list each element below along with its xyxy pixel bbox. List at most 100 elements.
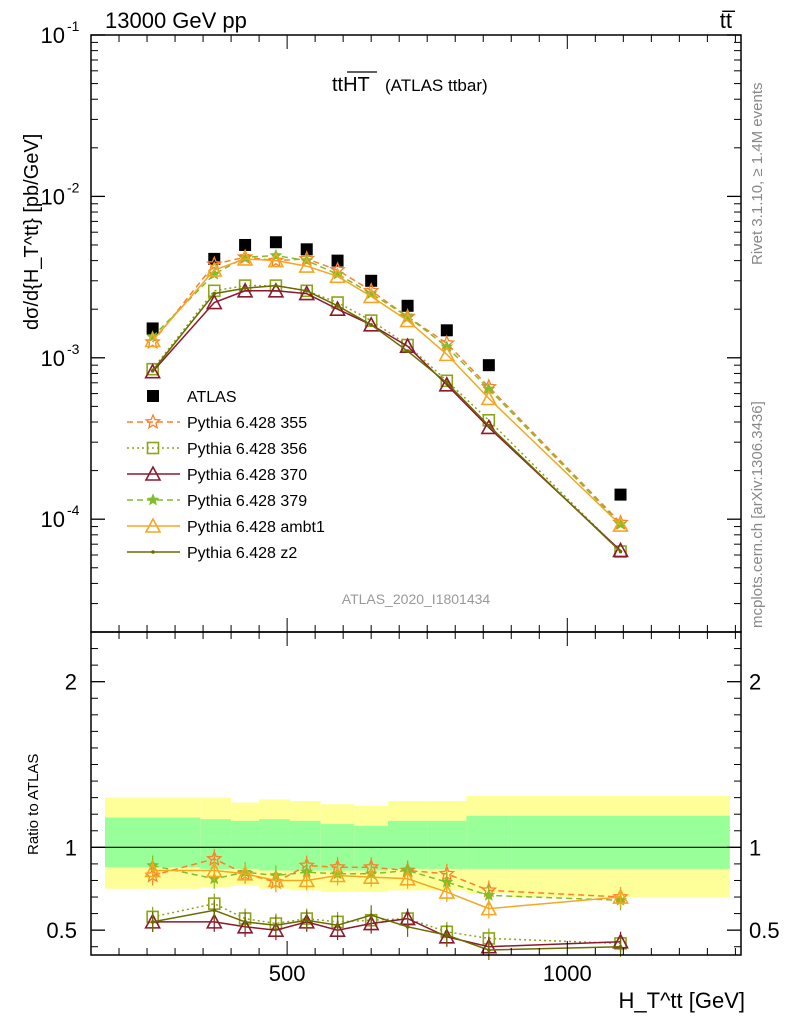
data-point [365,274,378,287]
data-point [335,303,340,308]
uncertainty-band-inner [466,815,512,869]
ratio-series-pythia-6.428-370 [144,908,629,957]
panel-title-main: ttHT [332,74,370,96]
data-point [236,248,254,265]
ratio-point [329,866,346,883]
ratio-y-tick-label-right: 2 [749,670,761,695]
ratio-point [618,944,623,949]
data-point [331,254,344,267]
ratio-point [212,908,217,913]
ratio-panel: 0.5 0.5 1 1 2 2 500 1000 [46,631,780,986]
y-tick-exponent: -4 [67,502,80,518]
data-point [614,517,627,530]
series-line [152,290,622,552]
ratio-point [274,923,278,927]
ratio-y-tick-label: 0.5 [46,918,77,943]
ratio-y-tick-label: 2 [65,670,77,695]
data-point [445,380,449,385]
legend-marker [144,413,162,430]
ratio-point [205,861,223,878]
y-tick-label: 10 [41,507,65,532]
series-atlas [146,236,627,501]
ratio-series-pythia-6.428-z2 [150,900,623,961]
uncertainty-band-inner [427,820,467,869]
legend-marker [147,390,159,402]
mcplots-note: mcplots.cern.ch [arXiv:1306.3436] [749,401,766,628]
y-tick-exponent: -3 [67,341,80,357]
uncertainty-band-inner [231,820,260,869]
ratio-point [445,933,449,937]
series-pythia-6.428-370 [144,282,629,558]
analysis-id: ATLAS_2020_I1801434 [342,591,491,607]
main-panel-frame [90,34,742,633]
data-point [205,293,223,310]
legend-marker [151,550,155,554]
panel-title-sub: (ATLAS ttbar) [385,76,488,95]
uncertainty-band-inner [511,815,730,869]
data-point [267,282,285,298]
ratio-point [612,888,629,904]
legend-entry: Pythia 6.428 356 [127,441,307,458]
data-point [274,283,278,288]
ratio-point [405,925,410,929]
ratio-point [487,948,491,952]
legend-marker [144,465,162,481]
ratio-line [152,917,621,948]
y-axis-label-ratio: Ratio to ATLAS [25,754,42,855]
header-process-label: 13000 GeV pp [105,8,247,33]
x-tick-label: 1000 [543,961,592,986]
ratio-point [362,868,380,884]
data-point [239,238,252,251]
data-point [329,300,346,317]
ratio-point [304,918,309,923]
y-tick-exponent: -1 [67,18,80,34]
data-point [236,282,254,298]
legend-label: Pythia 6.428 z2 [187,545,297,562]
legend-label: Pythia 6.428 355 [187,415,307,432]
legend-label: Pythia 6.428 ambt1 [187,519,325,536]
data-point [438,376,456,392]
data-point [401,299,414,312]
data-point [329,267,346,284]
legend-entry: Pythia 6.428 370 [127,465,307,484]
data-point [362,287,380,304]
data-point [369,323,373,327]
y-tick-label: 10 [41,23,65,48]
legend-entry: Pythia 6.428 379 [127,493,307,510]
data-point [205,261,223,277]
legend-label: Pythia 6.428 356 [187,441,307,458]
data-point [243,286,247,290]
legend-entry: ATLAS [147,389,237,406]
data-point [304,289,309,293]
legend-label: Pythia 6.428 370 [187,467,307,484]
data-point [612,516,629,532]
data-point [480,418,498,435]
data-point [399,311,416,328]
ratio-y-tick-label: 1 [65,835,77,860]
data-point [612,541,629,558]
ratio-panel-frame [90,631,742,956]
data-point [236,250,254,266]
data-point [618,549,623,554]
legend-label: Pythia 6.428 379 [187,493,307,510]
legend-label: ATLAS [187,389,237,406]
ratio-point [335,923,340,927]
data-point [269,236,282,249]
ratio-point [480,899,498,916]
data-point [480,389,498,406]
series-line [152,258,622,526]
ratio-point [399,870,416,886]
data-point [614,488,627,501]
series-pythia-6.428-ambt1 [144,250,629,532]
legend: ATLAS Pythia 6.428 355 Pythia 6.428 356 Pyt… [127,389,325,562]
y-tick-label: 10 [41,184,65,209]
ratio-point [329,921,346,937]
legend-entry: Pythia 6.428 ambt1 [127,517,325,536]
ratio-point [144,861,161,878]
x-axis-label: H_T^tt [GeV] [619,988,745,1013]
ratio-y-tick-label-right: 1 [749,835,761,860]
data-point [438,345,456,362]
rivet-note: Rivet 3.1.10, ≥ 1.4M events [749,83,766,266]
ratio-point [298,871,316,888]
